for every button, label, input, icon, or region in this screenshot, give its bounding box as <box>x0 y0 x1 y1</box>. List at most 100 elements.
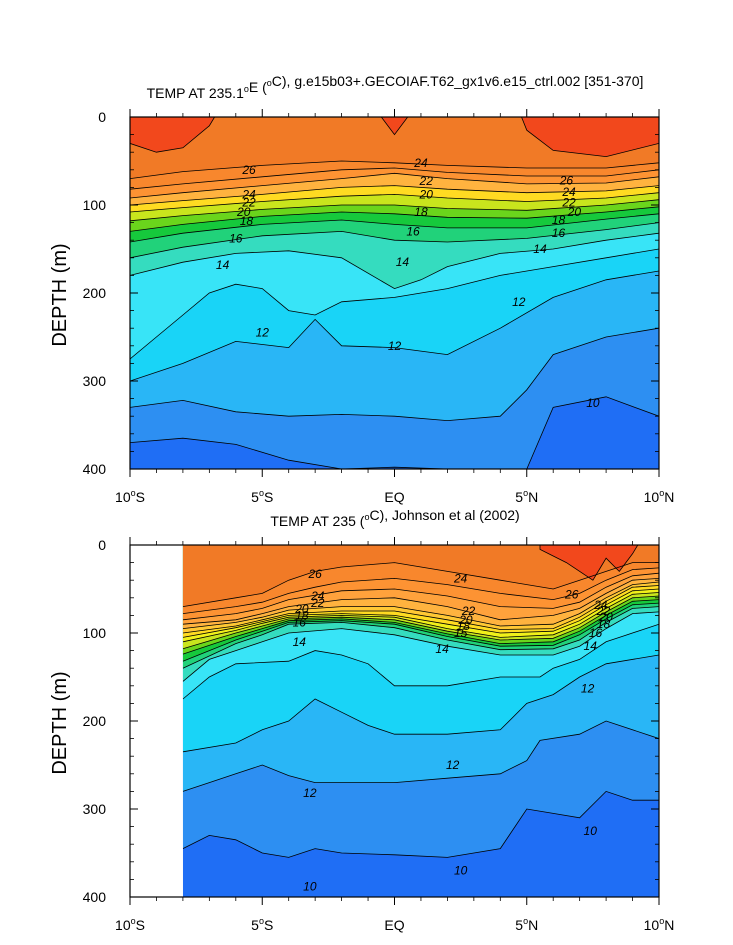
panel-title: TEMP AT 235.1oE (oC), g.e15b03+.GECOIAF.… <box>147 73 644 101</box>
contour-label: 14 <box>533 242 547 256</box>
y-tick-label: 300 <box>83 373 107 389</box>
y-tick-label: 400 <box>83 889 107 905</box>
contour-label: 24 <box>241 187 256 201</box>
x-tick-label: 10oN <box>644 916 675 933</box>
y-tick-label: 200 <box>83 285 107 301</box>
contour-label: 12 <box>388 339 402 353</box>
contour-label: 14 <box>396 255 410 269</box>
x-tick-label: 10oS <box>115 916 145 933</box>
contour-label: 24 <box>453 571 468 585</box>
x-tick-label: EQ <box>384 489 404 505</box>
contour-label: 12 <box>581 681 595 695</box>
isotherm-17 <box>182 599 659 655</box>
contour-label: 10 <box>454 864 468 878</box>
isotherm-19 <box>182 592 659 643</box>
contour-label: 24 <box>413 156 428 170</box>
contour-label: 24 <box>561 185 576 199</box>
contour-label: 12 <box>446 758 460 772</box>
isotherm-17 <box>130 206 659 232</box>
y-axis-label: DEPTH (m) <box>49 671 71 774</box>
x-tick-label: 5oS <box>251 916 273 933</box>
isotherm-26 <box>130 160 659 179</box>
contour-label: 10 <box>303 879 317 893</box>
color-band-26 <box>182 545 659 607</box>
isotherm-16 <box>130 213 659 243</box>
contour-label: 26 <box>564 587 579 601</box>
contour-label: 12 <box>512 295 526 309</box>
contour-plot-area: 2624222018161424222018151426242220181614… <box>182 545 659 897</box>
contour-label: 20 <box>294 602 309 616</box>
contour-label: 16 <box>552 226 566 240</box>
color-band-27 <box>540 545 638 581</box>
contour-label: 12 <box>256 326 270 340</box>
contour-plot-area: 2624222018161424222018161426242220181614… <box>130 117 659 469</box>
contour-label: 22 <box>561 195 576 209</box>
isotherm-27 <box>130 117 659 158</box>
contour-label: 10 <box>586 396 600 410</box>
contour-label: 26 <box>559 173 574 187</box>
isotherm-20 <box>182 588 659 638</box>
contour-label: 16 <box>229 231 243 245</box>
isotherm-16 <box>182 602 659 662</box>
contour-label: 22 <box>419 174 434 188</box>
isotherm-13 <box>182 623 659 700</box>
isotherm-24 <box>130 172 659 199</box>
contour-label: 18 <box>414 205 428 219</box>
axes: 0 100 200 300 400 10oS 5oS EQ 5oN 10oN <box>83 537 675 933</box>
isotherm-26 <box>182 562 659 607</box>
contour-label: 22 <box>596 604 611 618</box>
contour-label: 20 <box>236 205 251 219</box>
y-tick-label: 100 <box>83 625 107 641</box>
model-temperature-panel: TEMP AT 235.1oE (oC), g.e15b03+.GECOIAF.… <box>49 73 674 505</box>
contour-label: 18 <box>240 214 254 228</box>
isotherm-14 <box>130 232 659 290</box>
isotherm-11 <box>182 720 659 792</box>
panel-title: TEMP AT 235 (oC), Johnson et al (2002) <box>270 507 519 529</box>
contour-label: 14 <box>435 642 449 656</box>
isotherm-14 <box>182 611 659 682</box>
isotherm-20 <box>130 192 659 213</box>
isotherm-22 <box>182 581 659 629</box>
x-tick-label: EQ <box>384 917 404 933</box>
isotherm-25 <box>130 167 659 190</box>
isotherm-12 <box>182 654 659 753</box>
isotherm-10 <box>130 396 659 469</box>
contour-label: 10 <box>584 824 598 838</box>
contour-label: 24 <box>593 598 608 612</box>
isotherm-13 <box>130 248 659 360</box>
isotherm-11 <box>130 327 659 422</box>
x-tick-label: 5oN <box>515 488 538 505</box>
y-tick-label: 0 <box>98 109 106 125</box>
y-tick-label: 200 <box>83 713 107 729</box>
contour-label: 20 <box>598 610 613 624</box>
isotherm-25 <box>182 567 659 614</box>
isotherm-15 <box>182 606 659 669</box>
isotherm-15 <box>130 222 659 259</box>
contour-label: 26 <box>307 567 322 581</box>
contour-label: 20 <box>419 187 434 201</box>
isotherm-10 <box>182 790 659 858</box>
isotherm-24 <box>182 572 659 621</box>
x-tick-label: 10oN <box>644 488 675 505</box>
contour-label: 16 <box>293 615 307 629</box>
isotherm-23 <box>182 578 659 625</box>
contour-label: 22 <box>310 596 325 610</box>
y-tick-label: 100 <box>83 197 107 213</box>
contour-label: 18 <box>295 608 309 622</box>
contour-label: 22 <box>461 604 476 618</box>
contour-label: 18 <box>457 619 471 633</box>
isotherm-22 <box>130 185 659 206</box>
x-tick-label: 5oN <box>515 916 538 933</box>
contour-label: 14 <box>293 635 307 649</box>
contour-label: 20 <box>458 613 473 627</box>
x-tick-label: 10oS <box>115 488 145 505</box>
contour-label: 18 <box>552 213 566 227</box>
isotherm-18 <box>182 595 659 650</box>
contour-label: 15 <box>454 626 468 640</box>
contour-label: 12 <box>303 786 317 800</box>
isotherm-18 <box>130 199 659 222</box>
y-axis-label: DEPTH (m) <box>49 243 71 346</box>
y-tick-label: 300 <box>83 801 107 817</box>
contour-label: 26 <box>241 163 256 177</box>
